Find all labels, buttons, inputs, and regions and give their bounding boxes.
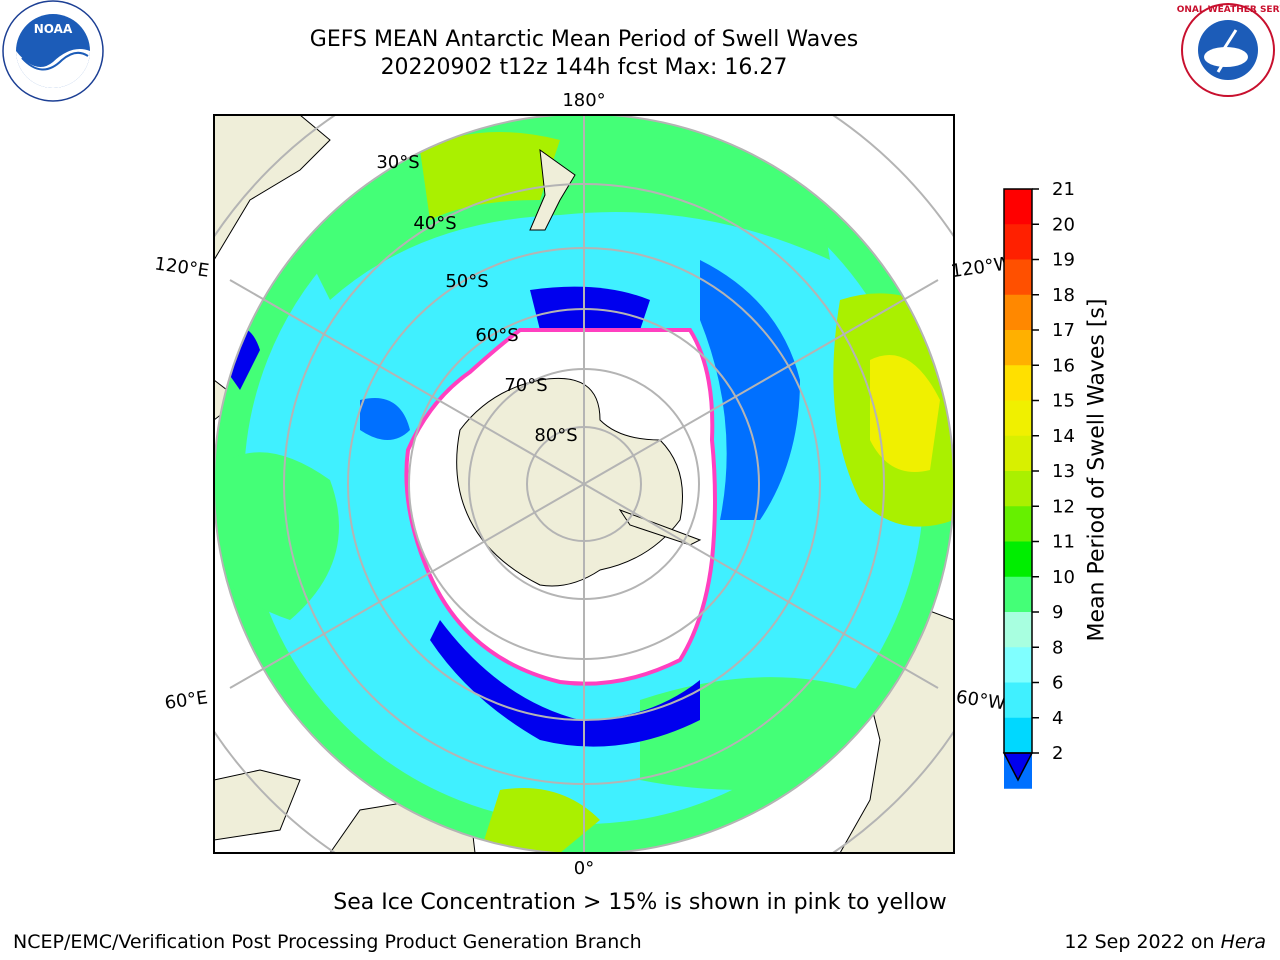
colorbar-band [1004,224,1032,260]
lat-label-30s: 30°S [376,152,419,173]
colorbar-tick-label: 4 [1052,708,1063,729]
colorbar-band [1004,647,1032,683]
colorbar-tick-label: 18 [1052,285,1075,306]
lat-label-80s: 80°S [534,425,577,446]
colorbar-tick-label: 2 [1052,743,1063,764]
lon-label-180: 180° [562,90,605,111]
colorbar-tick-label: 14 [1052,426,1075,447]
nws-logo: NATIONAL WEATHER SERVICE [1176,3,1280,97]
colorbar-band [1004,576,1032,613]
colorbar-band [1004,400,1032,437]
colorbar-band [1004,506,1032,542]
footer-credit: NCEP/EMC/Verification Post Processing Pr… [13,931,642,953]
map-subtitle: 20220902 t12z 144h fcst Max: 16.27 [380,55,788,80]
nws-logo-text: NATIONAL WEATHER SERVICE [1176,5,1280,15]
colorbar-band [1004,717,1032,754]
noaa-logo: NOAA [2,0,104,102]
graticule [214,115,954,853]
footer-date: 12 Sep 2022 on Hera [1064,931,1266,953]
colorbar-tick-label: 15 [1052,391,1075,412]
colorbar-band [1004,541,1032,578]
footer-host: Hera [1220,931,1266,953]
colorbar-tick-label: 13 [1052,461,1075,482]
map-title: GEFS MEAN Antarctic Mean Period of Swell… [309,27,859,52]
colorbar-band [1004,435,1032,472]
colorbar-band [1004,471,1032,507]
lon-label-0: 0° [574,858,594,879]
colorbar-label: Mean Period of Swell Waves [s] [1084,298,1110,642]
colorbar-tick-label: 10 [1052,567,1075,588]
lon-label-60w: 60°W [955,687,1007,715]
colorbar-tick-label: 6 [1052,673,1063,694]
colorbar-tick-label: 19 [1052,250,1075,271]
lat-label-70s: 70°S [504,375,547,396]
map-frame [213,114,955,854]
lat-label-50s: 50°S [445,271,488,292]
colorbar-tick-label: 21 [1052,179,1075,200]
lat-label-60s: 60°S [475,325,518,346]
sea-ice-note: Sea Ice Concentration > 15% is shown in … [333,890,947,915]
colorbar-band [1004,682,1032,719]
colorbar-band [1004,259,1032,296]
lat-label-40s: 40°S [413,213,456,234]
colorbar-band [1004,612,1032,648]
colorbar-tick-label: 20 [1052,214,1075,235]
colorbar-band [1004,365,1032,401]
colorbar-tick-label: 17 [1052,320,1075,341]
noaa-logo-text: NOAA [34,22,73,36]
colorbar-tick-label: 8 [1052,637,1063,658]
colorbar: 21 20 19 18 17 16 15 14 13 12 11 10 9 8 6 4 2 [1002,179,1075,789]
lon-label-60e: 60°E [163,687,209,714]
colorbar-tick-label: 16 [1052,355,1075,376]
footer-date-text: 12 Sep 2022 on [1064,931,1221,953]
colorbar-band [1004,330,1032,366]
colorbar-tick-label: 11 [1052,532,1075,553]
colorbar-tick-label: 12 [1052,496,1075,517]
lon-label-120e: 120°E [153,253,210,281]
colorbar-tick-label: 9 [1052,602,1063,623]
colorbar-band [1004,294,1032,331]
colorbar-band [1004,189,1032,225]
